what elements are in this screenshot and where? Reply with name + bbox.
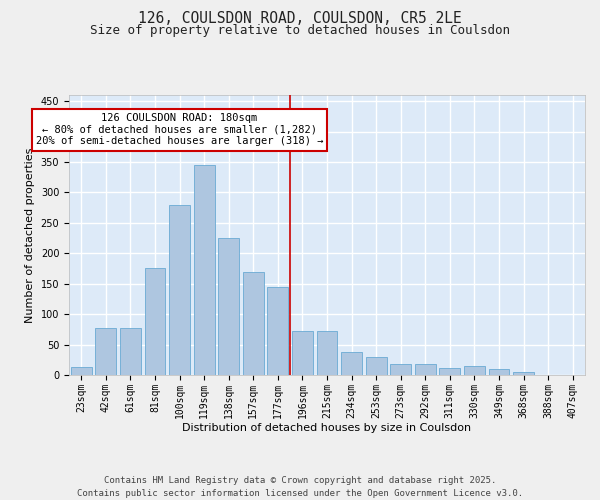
Text: 126 COULSDON ROAD: 180sqm
← 80% of detached houses are smaller (1,282)
20% of se: 126 COULSDON ROAD: 180sqm ← 80% of detac… bbox=[36, 114, 323, 146]
Bar bbox=[488, 369, 509, 375]
Bar bbox=[145, 268, 166, 375]
Bar bbox=[390, 364, 411, 375]
Bar bbox=[71, 367, 92, 375]
Text: Contains HM Land Registry data © Crown copyright and database right 2025.
Contai: Contains HM Land Registry data © Crown c… bbox=[77, 476, 523, 498]
Bar bbox=[243, 272, 264, 375]
Text: 126, COULSDON ROAD, COULSDON, CR5 2LE: 126, COULSDON ROAD, COULSDON, CR5 2LE bbox=[138, 11, 462, 26]
Bar bbox=[218, 238, 239, 375]
X-axis label: Distribution of detached houses by size in Coulsdon: Distribution of detached houses by size … bbox=[182, 424, 472, 434]
Bar bbox=[464, 366, 485, 375]
Bar bbox=[439, 368, 460, 375]
Text: Size of property relative to detached houses in Coulsdon: Size of property relative to detached ho… bbox=[90, 24, 510, 37]
Bar bbox=[268, 286, 289, 375]
Bar bbox=[95, 328, 116, 375]
Bar bbox=[365, 358, 386, 375]
Bar bbox=[317, 331, 337, 375]
Bar bbox=[120, 328, 141, 375]
Bar bbox=[194, 165, 215, 375]
Bar bbox=[292, 331, 313, 375]
Bar bbox=[513, 372, 534, 375]
Bar bbox=[169, 204, 190, 375]
Y-axis label: Number of detached properties: Number of detached properties bbox=[25, 148, 35, 322]
Bar bbox=[415, 364, 436, 375]
Bar bbox=[341, 352, 362, 375]
